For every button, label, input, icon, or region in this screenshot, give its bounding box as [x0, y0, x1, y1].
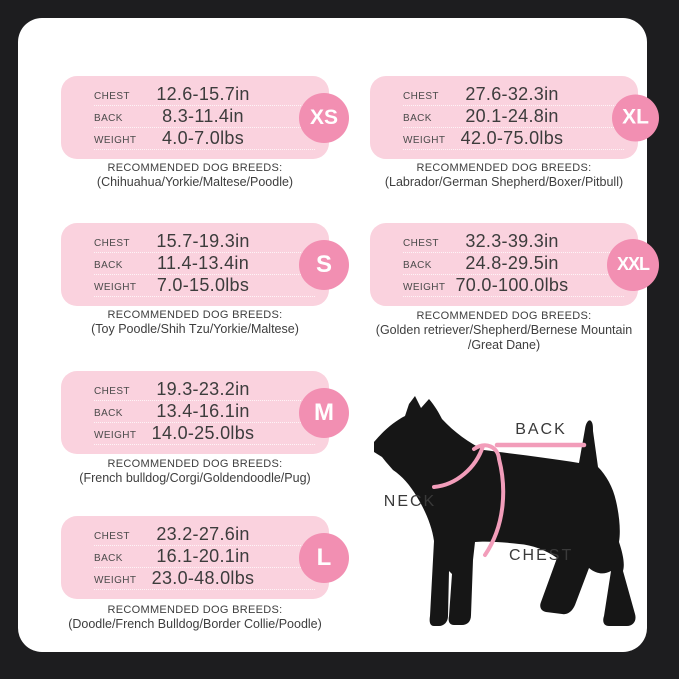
back-row: BACK 20.1-24.8in — [403, 106, 624, 128]
size-card-xxl: CHEST 32.3-39.3in BACK 24.8-29.5in WEIGH… — [370, 223, 659, 306]
weight-label: WEIGHT — [403, 135, 446, 146]
size-badge-xl: XL — [612, 94, 659, 141]
breeds-list: (Chihuahua/Yorkie/Maltese/Poodle) — [96, 175, 294, 189]
size-card-xl: CHEST 27.6-32.3in BACK 20.1-24.8in WEIGH… — [370, 76, 659, 159]
chest-measure-line — [472, 443, 506, 557]
chest-value: 15.7-19.3in — [156, 231, 250, 251]
recommended-breeds-xs: RECOMMENDED DOG BREEDS: (Chihuahua/Yorki… — [45, 162, 345, 190]
back-label: BACK — [403, 260, 432, 271]
back-value: 20.1-24.8in — [465, 106, 559, 126]
recommended-title: RECOMMENDED DOG BREEDS: — [107, 162, 283, 174]
chest-label: CHEST — [94, 386, 130, 397]
diagram-chest-label: CHEST — [509, 547, 574, 564]
chest-value: 23.2-27.6in — [156, 524, 250, 544]
chest-row: CHEST 19.3-23.2in — [94, 379, 315, 401]
chest-value: 27.6-32.3in — [465, 84, 559, 104]
dog-measurement-diagram: BACK NECK CHEST — [357, 370, 667, 660]
weight-value: 23.0-48.0lbs — [151, 568, 255, 588]
sizing-chart-panel: CHEST 12.6-15.7in BACK 8.3-11.4in WEIGHT… — [18, 18, 659, 652]
back-label: BACK — [94, 408, 123, 419]
back-label: BACK — [403, 113, 432, 124]
weight-label: WEIGHT — [94, 135, 137, 146]
breeds-list-line2: /Great Dane) — [467, 338, 541, 352]
weight-label: WEIGHT — [94, 282, 137, 293]
chest-label: CHEST — [94, 91, 130, 102]
diagram-neck-label: NECK — [383, 493, 437, 510]
breeds-list: (Toy Poodle/Shih Tzu/Yorkie/Maltese) — [91, 322, 299, 336]
chest-row: CHEST 15.7-19.3in — [94, 231, 315, 253]
size-badge-m: M — [299, 387, 349, 438]
size-badge-xs: XS — [299, 92, 349, 143]
size-badge-l: L — [299, 532, 349, 583]
weight-label: WEIGHT — [94, 430, 137, 441]
weight-row: WEIGHT 42.0-75.0lbs — [403, 128, 624, 150]
back-row: BACK 24.8-29.5in — [403, 253, 624, 275]
neck-measure-line — [432, 444, 485, 489]
chest-row: CHEST 12.6-15.7in — [94, 84, 315, 106]
recommended-breeds-xl: RECOMMENDED DOG BREEDS: (Labrador/German… — [354, 162, 654, 190]
size-card-m: CHEST 19.3-23.2in BACK 13.4-16.1in WEIGH… — [61, 371, 349, 454]
back-row: BACK 8.3-11.4in — [94, 106, 315, 128]
recommended-title: RECOMMENDED DOG BREEDS: — [416, 162, 592, 174]
weight-label: WEIGHT — [94, 575, 137, 586]
chest-label: CHEST — [403, 238, 439, 249]
breeds-list: (Labrador/German Shepherd/Boxer/Pitbull) — [384, 175, 624, 189]
dog-silhouette-icon — [374, 396, 636, 626]
chest-row: CHEST 23.2-27.6in — [94, 524, 315, 546]
size-card-l: CHEST 23.2-27.6in BACK 16.1-20.1in WEIGH… — [61, 516, 349, 599]
size-card-xs: CHEST 12.6-15.7in BACK 8.3-11.4in WEIGHT… — [61, 76, 349, 159]
size-badge-xxl: XXL — [607, 238, 659, 291]
breeds-list-line1: (Golden retriever/Shepherd/Bernese Mount… — [375, 323, 633, 337]
weight-value: 4.0-7.0lbs — [161, 128, 245, 148]
size-badge-s: S — [299, 239, 349, 290]
back-label: BACK — [94, 260, 123, 271]
back-label: BACK — [94, 553, 123, 564]
breeds-list: (Doodle/French Bulldog/Border Collie/Poo… — [68, 617, 322, 631]
weight-label: WEIGHT — [403, 282, 446, 293]
weight-value: 7.0-15.0lbs — [156, 275, 250, 295]
weight-row: WEIGHT 70.0-100.0lbs — [403, 275, 624, 297]
back-row: BACK 16.1-20.1in — [94, 546, 315, 568]
recommended-title: RECOMMENDED DOG BREEDS: — [107, 309, 283, 321]
chest-label: CHEST — [403, 91, 439, 102]
chest-label: CHEST — [94, 238, 130, 249]
recommended-breeds-l: RECOMMENDED DOG BREEDS: (Doodle/French B… — [45, 604, 345, 632]
back-label: BACK — [94, 113, 123, 124]
recommended-title: RECOMMENDED DOG BREEDS: — [416, 310, 592, 322]
chest-row: CHEST 32.3-39.3in — [403, 231, 624, 253]
size-card-s: CHEST 15.7-19.3in BACK 11.4-13.4in WEIGH… — [61, 223, 349, 306]
chest-value: 32.3-39.3in — [465, 231, 559, 251]
weight-row: WEIGHT 14.0-25.0lbs — [94, 423, 315, 445]
breeds-list: (French bulldog/Corgi/Goldendoodle/Pug) — [79, 471, 311, 485]
back-value: 24.8-29.5in — [465, 253, 559, 273]
back-row: BACK 13.4-16.1in — [94, 401, 315, 423]
weight-row: WEIGHT 4.0-7.0lbs — [94, 128, 315, 150]
chest-value: 12.6-15.7in — [156, 84, 250, 104]
recommended-breeds-xxl: RECOMMENDED DOG BREEDS: (Golden retrieve… — [354, 310, 654, 353]
weight-value: 14.0-25.0lbs — [151, 423, 255, 443]
recommended-breeds-s: RECOMMENDED DOG BREEDS: (Toy Poodle/Shih… — [45, 309, 345, 337]
weight-row: WEIGHT 7.0-15.0lbs — [94, 275, 315, 297]
back-row: BACK 11.4-13.4in — [94, 253, 315, 275]
back-value: 8.3-11.4in — [162, 106, 244, 126]
weight-row: WEIGHT 23.0-48.0lbs — [94, 568, 315, 590]
chest-row: CHEST 27.6-32.3in — [403, 84, 624, 106]
chest-value: 19.3-23.2in — [156, 379, 250, 399]
weight-value: 42.0-75.0lbs — [460, 128, 564, 148]
recommended-breeds-m: RECOMMENDED DOG BREEDS: (French bulldog/… — [45, 458, 345, 486]
recommended-title: RECOMMENDED DOG BREEDS: — [107, 604, 283, 616]
back-value: 11.4-13.4in — [156, 253, 250, 273]
chest-label: CHEST — [94, 531, 130, 542]
recommended-title: RECOMMENDED DOG BREEDS: — [107, 458, 283, 470]
diagram-back-label: BACK — [515, 421, 567, 438]
back-value: 13.4-16.1in — [156, 401, 250, 421]
back-value: 16.1-20.1in — [156, 546, 250, 566]
weight-value: 70.0-100.0lbs — [455, 275, 569, 295]
